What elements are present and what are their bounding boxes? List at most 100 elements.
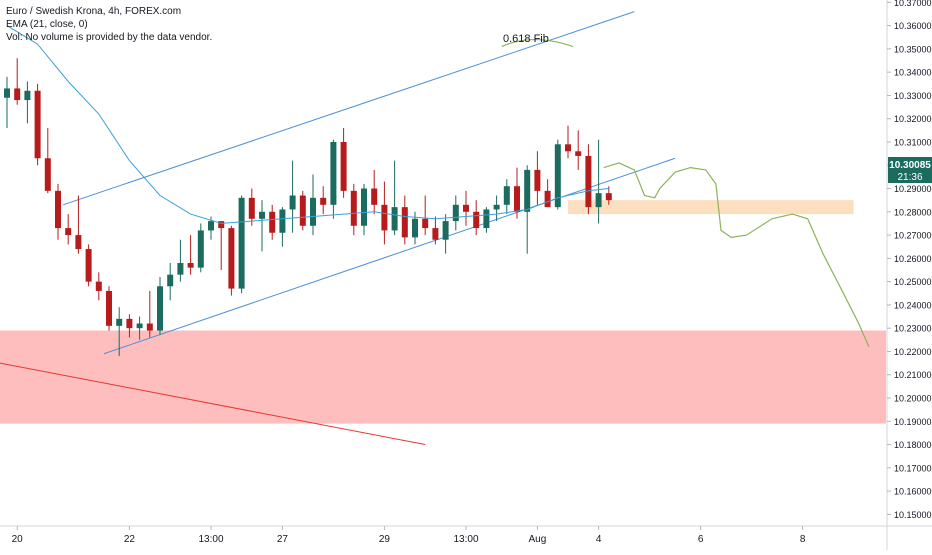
price-tick-label: 10.17000 xyxy=(894,463,932,473)
candle xyxy=(85,244,92,287)
candle xyxy=(432,216,439,245)
candle xyxy=(340,128,347,198)
candle-body xyxy=(524,169,531,212)
zones-layer xyxy=(0,200,886,424)
time-tick-label: 8 xyxy=(800,534,806,545)
candle xyxy=(463,190,469,226)
candle xyxy=(65,214,72,245)
candle xyxy=(361,183,367,236)
candle-body xyxy=(340,141,347,191)
ema-layer xyxy=(6,25,609,224)
candle xyxy=(514,167,520,219)
price-axis[interactable]: 10.37000 10.36000 10.35000 10.34000 10.33000… xyxy=(887,0,932,520)
candle-body xyxy=(34,90,41,159)
candle xyxy=(238,195,245,294)
price-tick-label: 10.24000 xyxy=(894,300,932,310)
candle-body xyxy=(391,207,398,231)
price-tick-label: 10.23000 xyxy=(894,324,932,334)
price-tick-label: 10.34000 xyxy=(894,68,932,78)
candle xyxy=(401,195,408,245)
price-tick-label: 10.27000 xyxy=(894,231,932,241)
candle xyxy=(177,239,184,282)
candle xyxy=(565,125,571,159)
candle xyxy=(197,223,204,273)
price-tag: 10.30085 21:36 xyxy=(888,157,932,183)
candle-body xyxy=(605,193,612,201)
candle-body xyxy=(157,286,163,331)
candle xyxy=(310,174,316,236)
candle-body xyxy=(514,186,520,212)
candle xyxy=(544,179,551,208)
candle xyxy=(442,214,449,254)
candle xyxy=(330,139,337,219)
candle-body xyxy=(187,263,194,268)
candle xyxy=(575,130,582,170)
candle-body xyxy=(503,186,510,205)
time-tick-label: 29 xyxy=(379,534,391,545)
time-axis[interactable]: 20 22 13:00 27 29 13:00 Aug 4 6 8 xyxy=(12,526,806,545)
candle-body xyxy=(55,190,61,229)
candle xyxy=(24,81,31,124)
candle-body xyxy=(14,88,21,101)
candle xyxy=(452,195,459,231)
candle-body xyxy=(473,211,480,229)
candle xyxy=(75,195,82,254)
candle-body xyxy=(24,90,31,101)
price-tick-label: 10.32000 xyxy=(894,114,932,124)
candle xyxy=(259,200,265,252)
chart-legend: Euro / Swedish Krona, 4h, FOREX.com EMA … xyxy=(6,5,212,44)
candle-body xyxy=(289,195,296,210)
ema-legend[interactable]: EMA (21, close, 0) xyxy=(6,19,88,30)
time-tick-label: Aug xyxy=(529,534,547,545)
price-tick-label: 10.15000 xyxy=(894,510,932,520)
candle xyxy=(269,204,276,240)
price-tick-label: 10.29000 xyxy=(894,184,932,194)
candle-body xyxy=(554,144,561,208)
candle-body xyxy=(401,207,408,238)
candle-body xyxy=(565,144,571,152)
channel-upper-line xyxy=(62,11,635,206)
candle xyxy=(167,263,174,301)
candle-body xyxy=(136,323,143,329)
candle-body xyxy=(126,318,133,329)
candle xyxy=(483,207,490,233)
price-tick-label: 10.25000 xyxy=(894,277,932,287)
price-tag-value: 10.30085 xyxy=(889,160,931,171)
candle-body xyxy=(381,204,388,231)
candle xyxy=(4,76,10,129)
candle-body xyxy=(463,204,469,212)
fib-top-arc xyxy=(501,39,574,48)
candle xyxy=(218,221,225,270)
candle-body xyxy=(85,249,92,282)
candle xyxy=(299,190,306,231)
price-tick-label: 10.18000 xyxy=(894,440,932,450)
price-tick-label: 10.21000 xyxy=(894,370,932,380)
candle-body xyxy=(330,141,337,205)
candle-body xyxy=(310,197,316,226)
candle xyxy=(605,186,612,205)
candle xyxy=(493,195,500,222)
candle-body xyxy=(299,195,306,226)
candle xyxy=(350,183,357,236)
candle-body xyxy=(248,197,255,219)
drawing-lines-layer xyxy=(0,11,870,446)
candle xyxy=(391,160,398,236)
candle-body xyxy=(412,218,418,238)
price-tag-countdown: 21:36 xyxy=(897,172,922,183)
price-tick-label: 10.26000 xyxy=(894,254,932,264)
price-tick-label: 10.19000 xyxy=(894,417,932,427)
price-tick-label: 10.20000 xyxy=(894,393,932,403)
volume-note: Vol: No volume is provided by the data v… xyxy=(6,32,213,43)
candle-body xyxy=(452,204,459,222)
price-tick-label: 10.31000 xyxy=(894,137,932,147)
candle xyxy=(534,151,541,205)
candle xyxy=(595,139,602,224)
candle-body xyxy=(65,228,72,236)
candle-body xyxy=(483,209,490,229)
candle xyxy=(157,276,163,336)
symbol-title[interactable]: Euro / Swedish Krona, 4h, FOREX.com xyxy=(6,6,182,17)
candle-body xyxy=(75,235,82,250)
